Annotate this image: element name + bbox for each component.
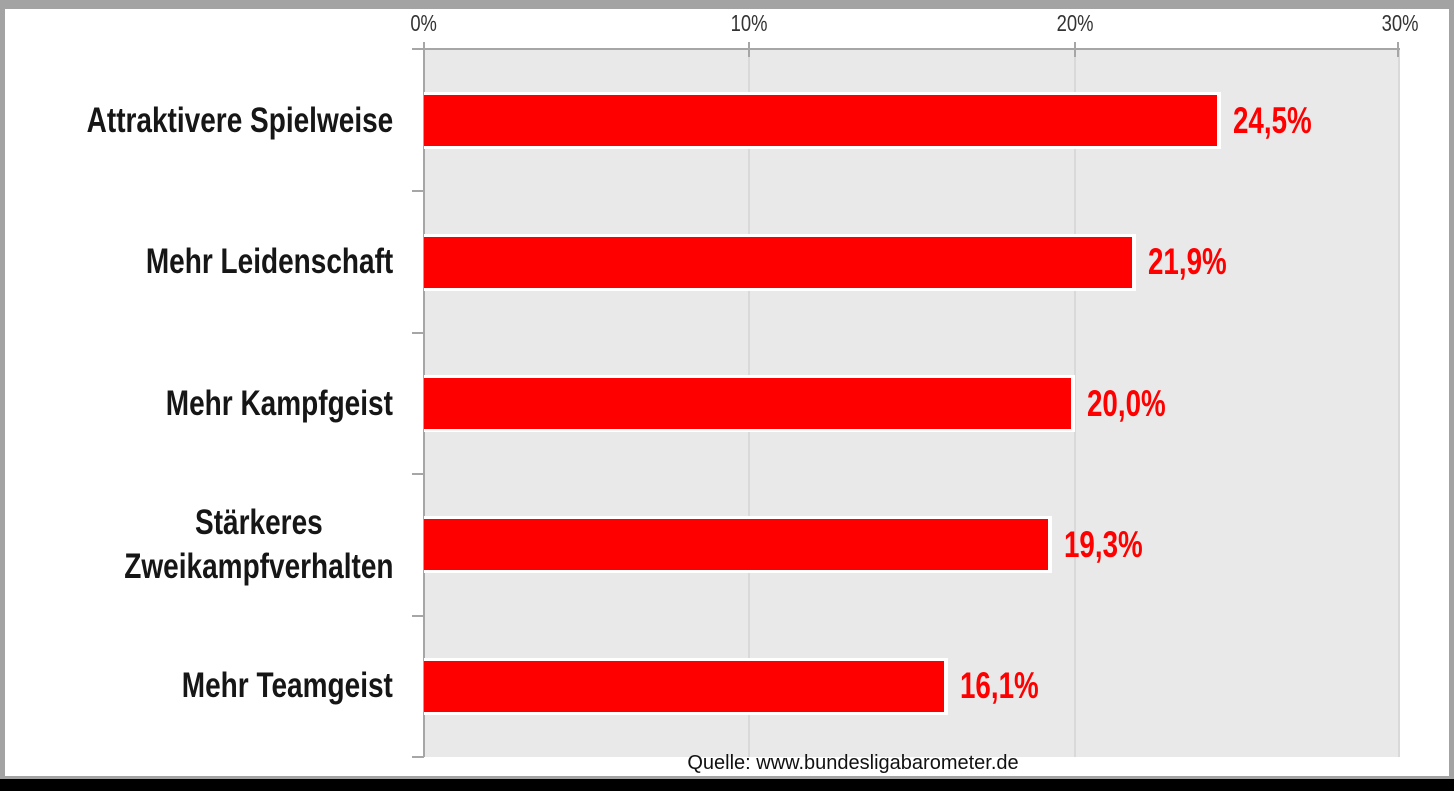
category-label-text: Mehr Kampfgeist xyxy=(165,383,393,423)
bar-value-label-3: 20,0% xyxy=(1087,382,1192,426)
bar-value-text: 16,1% xyxy=(959,665,1039,707)
x-tick-label-text: 0% xyxy=(410,10,438,36)
frame-border-top xyxy=(0,0,1454,9)
bar-value-label-1: 24,5% xyxy=(1233,99,1338,143)
category-label-text: Mehr Teamgeist xyxy=(181,666,393,706)
category-label-text: Mehr Leidenschaft xyxy=(145,242,393,282)
source-caption: Quelle: www.bundesligabarometer.de xyxy=(687,752,1019,774)
category-label-text: Attraktivere Spielweise xyxy=(86,100,393,140)
y-axis-tick-3 xyxy=(412,473,424,476)
x-axis-tick-10 xyxy=(748,42,751,57)
x-tick-label-10: 10% xyxy=(679,10,819,38)
x-tick-label-text: 30% xyxy=(1381,10,1419,36)
bar-value-label-2: 21,9% xyxy=(1148,240,1253,284)
bar-4 xyxy=(424,516,1052,574)
bar-value-text: 20,0% xyxy=(1086,382,1166,424)
bar-1 xyxy=(424,92,1222,150)
gridline-20 xyxy=(1073,50,1076,757)
frame-border-left xyxy=(0,0,5,779)
category-label-4: Stärkeres Zweikampfverhalten xyxy=(13,485,393,605)
x-axis-line xyxy=(412,48,1400,50)
frame-border-bottom xyxy=(0,776,1454,779)
frame-border-right xyxy=(1449,0,1454,779)
x-tick-label-text: 20% xyxy=(1056,10,1094,36)
bar-value-label-5: 16,1% xyxy=(960,664,1065,708)
bar-value-label-4: 19,3% xyxy=(1064,523,1169,567)
bar-value-text: 21,9% xyxy=(1148,241,1228,283)
category-label-3: Mehr Kampfgeist xyxy=(13,344,393,464)
x-tick-label-20: 20% xyxy=(1005,10,1145,38)
bottom-black-strip xyxy=(0,779,1454,791)
category-label-2: Mehr Leidenschaft xyxy=(13,202,393,322)
category-label-text: Stärkeres Zweikampfverhalten xyxy=(123,502,393,586)
bar-value-text: 19,3% xyxy=(1063,523,1143,565)
category-label-1: Attraktivere Spielweise xyxy=(13,61,393,181)
x-axis-tick-20 xyxy=(1073,42,1076,57)
x-tick-label-30: 30% xyxy=(1330,10,1454,38)
x-tick-label-text: 10% xyxy=(730,10,768,36)
bar-3 xyxy=(424,375,1075,432)
y-axis-tick-1 xyxy=(412,190,424,193)
gridline-30 xyxy=(1398,50,1400,757)
y-axis-tick-4 xyxy=(412,614,424,617)
bar-5 xyxy=(424,657,948,715)
x-tick-label-0: 0% xyxy=(354,10,494,38)
bar-2 xyxy=(424,233,1137,291)
y-axis-tick-5 xyxy=(412,756,424,758)
category-label-5: Mehr Teamgeist xyxy=(13,626,393,746)
bar-value-text: 24,5% xyxy=(1233,99,1312,141)
y-axis-tick-2 xyxy=(412,331,424,334)
x-axis-tick-30 xyxy=(1397,42,1399,57)
